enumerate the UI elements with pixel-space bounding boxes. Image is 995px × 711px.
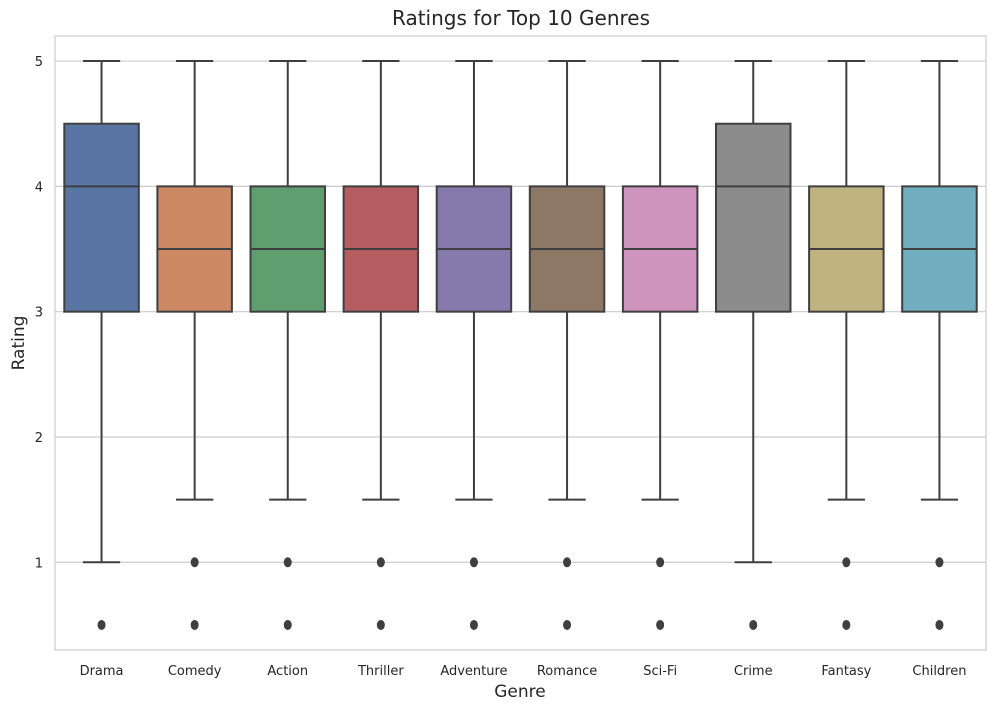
- outlier-point: [656, 619, 665, 630]
- chart-title: Ratings for Top 10 Genres: [392, 6, 650, 30]
- box-drama: [63, 60, 140, 630]
- outlier-point: [376, 557, 385, 568]
- x-tick-label: Thriller: [357, 664, 404, 679]
- y-axis-label: Rating: [9, 316, 29, 371]
- outlier-point: [563, 557, 572, 568]
- y-tick-label: 4: [35, 180, 43, 195]
- outlier-point: [842, 557, 851, 568]
- y-tick-labels: 1 2 3 4 5: [35, 55, 43, 571]
- x-tick-label: Action: [267, 664, 308, 679]
- x-tick-label: Drama: [80, 664, 124, 679]
- outlier-point: [190, 557, 199, 568]
- box-sci-fi: [621, 60, 699, 630]
- x-tick-label: Crime: [734, 664, 773, 679]
- outlier-point: [563, 619, 572, 630]
- outlier-point: [283, 557, 292, 568]
- outlier-point: [935, 557, 944, 568]
- box-children: [901, 60, 978, 630]
- outlier-point: [376, 619, 385, 630]
- iqr-box: [715, 122, 792, 313]
- box-thriller: [342, 60, 420, 630]
- x-tick-labels: Drama Comedy Action Thriller Adventure Romanc…: [80, 664, 967, 679]
- y-tick-label: 1: [35, 556, 43, 571]
- y-tick-label: 2: [35, 431, 43, 446]
- outlier-point: [656, 557, 665, 568]
- box-action: [249, 60, 326, 630]
- outlier-point: [97, 619, 106, 630]
- plot-area-frame: [54, 35, 987, 651]
- y-tick-label: 5: [35, 55, 43, 70]
- box-series: [63, 60, 978, 630]
- iqr-box: [63, 122, 140, 313]
- x-tick-label: Sci-Fi: [643, 664, 677, 679]
- y-tick-label: 3: [35, 306, 43, 321]
- box-romance: [528, 60, 606, 630]
- x-tick-label: Comedy: [168, 664, 222, 679]
- outlier-point: [749, 619, 758, 630]
- outlier-point: [469, 619, 478, 630]
- x-tick-label: Adventure: [440, 664, 507, 679]
- x-axis-label: Genre: [494, 682, 545, 702]
- x-tick-label: Fantasy: [821, 664, 871, 679]
- outlier-point: [842, 619, 851, 630]
- box-crime: [715, 60, 792, 630]
- outlier-point: [935, 619, 944, 630]
- outlier-point: [190, 619, 199, 630]
- x-tick-label: Romance: [537, 664, 597, 679]
- outlier-point: [283, 619, 292, 630]
- box-comedy: [156, 60, 233, 630]
- box-adventure: [435, 60, 513, 630]
- x-tick-label: Children: [912, 664, 966, 679]
- box-fantasy: [808, 60, 885, 630]
- outlier-point: [469, 557, 478, 568]
